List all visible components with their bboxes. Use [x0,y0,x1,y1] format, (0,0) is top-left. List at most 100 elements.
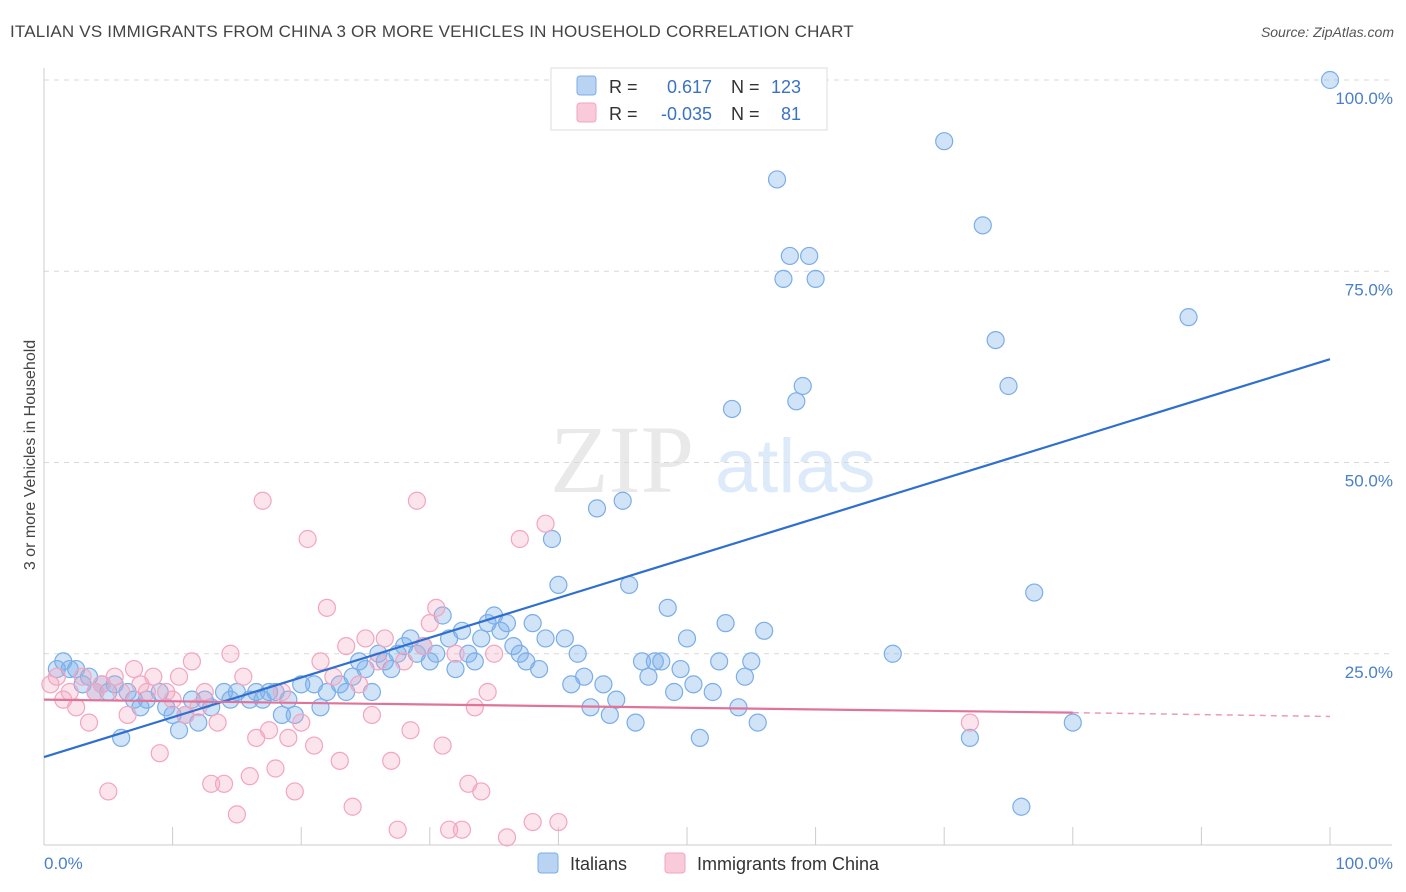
italians-point-81 [600,705,619,725]
series-legend: Italians Immigrants from China [537,852,880,874]
italians-point-97 [710,652,729,671]
china-point-54 [388,820,407,839]
italians-point-90 [658,598,677,617]
china-point-59 [420,614,439,633]
source-label: Source: ZipAtlas.com [1260,24,1394,40]
china-point-72 [523,812,542,832]
stats-legend-box [550,67,828,131]
china-point-69 [485,644,504,663]
italians-point-108 [787,392,806,411]
bottom-legend-swatch-china [664,852,686,874]
bottom-legend-swatch-italians [537,852,559,874]
italians-point-18 [169,721,189,740]
italians-point-73 [549,575,568,595]
italians-point-32 [272,705,292,725]
legend-r-value-italians: 0.617 [667,77,712,97]
china-point-40 [298,529,317,549]
y-tick-label-50: 50.0% [1345,472,1393,491]
china-point-4 [67,698,86,717]
china-point-35 [266,759,285,778]
italians-point-91 [665,682,684,702]
china-trendline-extension [1072,711,1331,718]
italians-point-80 [594,675,613,694]
italians-point-70 [530,659,549,679]
china-point-30 [234,667,253,686]
axes [43,68,1392,846]
legend-n-label-china: N = [731,104,760,124]
legend-r-label-china: R = [609,104,638,124]
china-point-17 [150,744,169,763]
italians-point-109 [793,376,812,396]
italians-point-121 [1179,308,1198,327]
china-point-70 [497,828,517,847]
series-china [41,491,980,847]
china-point-43 [317,598,337,617]
italians-point-119 [1025,583,1044,602]
china-point-12 [118,705,137,725]
china-point-67 [472,782,491,801]
italians-point-112 [883,644,902,663]
legend-r-value-china: -0.035 [661,104,712,124]
china-point-68 [478,682,497,702]
italians-point-117 [999,376,1018,396]
italians-point-93 [677,629,697,648]
legend-swatch-italians [576,75,597,96]
china-point-38 [285,782,304,801]
china-point-15 [137,682,156,702]
italians-point-83 [613,491,632,510]
china-point-56 [401,721,420,740]
china-point-74 [549,812,568,832]
italians-point-76 [568,644,587,663]
chart-title: ITALIAN VS IMMIGRANTS FROM CHINA 3 OR MO… [10,22,854,41]
china-trendline [43,698,1073,714]
watermark-atlas: atlas [715,424,876,509]
italians-point-82 [607,690,626,709]
italians-point-103 [748,713,767,732]
china-point-9 [99,782,118,801]
stats-legend: R = 0.617 N = 123 R = -0.035 N = 81 [550,67,828,131]
china-point-41 [304,736,324,755]
china-point-22 [182,652,201,671]
italians-point-88 [645,652,664,671]
italians-point-87 [639,667,658,686]
china-point-11 [112,682,131,702]
italians-point-98 [716,614,735,633]
italians-point-37 [311,698,330,717]
legend-n-value-italians: 123 [771,77,801,97]
italians-point-60 [465,652,484,671]
china-point-71 [510,529,529,549]
italians-point-92 [671,659,690,679]
legend-n-label-italians: N = [731,77,760,97]
legend-n-value-china: 81 [781,104,801,124]
bottom-legend-label-italians: Italians [570,854,627,874]
y-tick-label-75: 75.0% [1345,280,1393,299]
italians-point-118 [1012,797,1031,816]
china-point-75 [960,713,980,732]
legend-swatch-china [576,102,597,123]
italians-point-61 [472,629,491,648]
china-point-45 [330,751,349,770]
trendlines [43,358,1331,759]
china-point-57 [407,491,427,510]
china-point-20 [169,667,189,686]
china-point-47 [343,797,362,816]
italians-point-79 [587,499,607,518]
china-point-5 [73,667,92,686]
china-point-28 [221,644,240,663]
china-point-16 [144,667,163,686]
italians-point-114 [960,728,980,748]
italians-point-71 [536,629,555,648]
china-point-44 [324,667,343,686]
italians-point-111 [806,269,825,288]
china-point-42 [311,652,330,671]
italians-point-120 [1063,713,1082,732]
china-point-34 [259,721,279,740]
china-point-25 [202,774,221,793]
italians-point-113 [935,132,954,151]
italians-point-110 [800,246,819,266]
italians-point-96 [703,682,722,702]
china-point-1 [47,667,66,686]
italians-point-94 [684,675,703,694]
china-point-55 [394,652,414,671]
italians-point-86 [632,652,652,671]
